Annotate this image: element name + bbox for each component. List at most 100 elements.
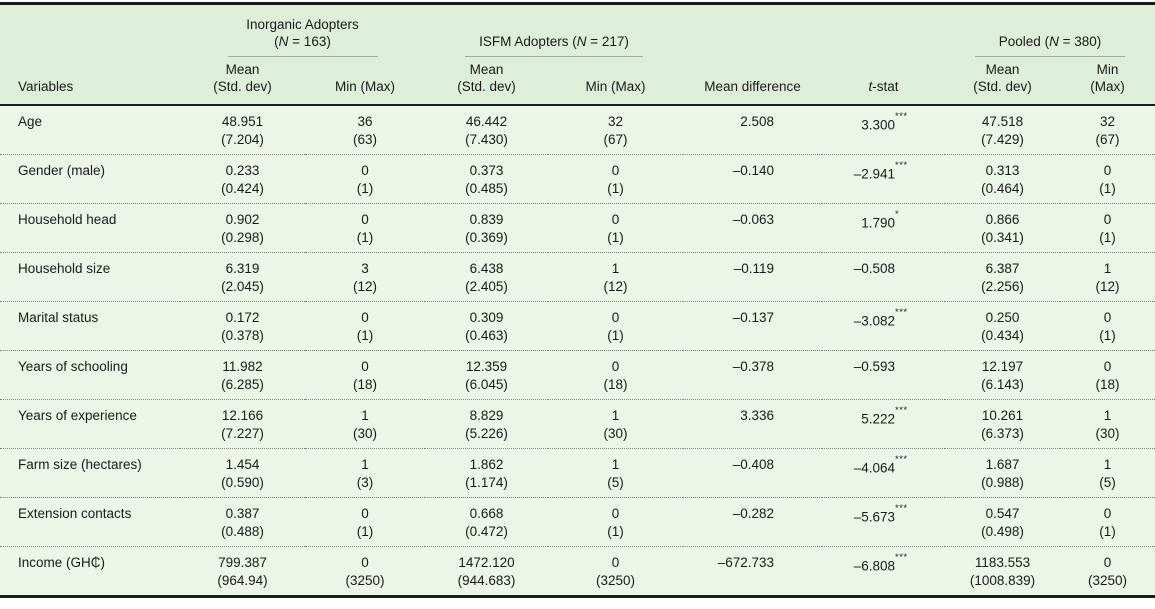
cell-inorganic-min-max: 36 (63) [352,114,377,147]
cell-isfm-min-max: 1 (30) [548,398,684,448]
table-row: Farm size (hectares) 1.454 (0.590) 1 (3)… [0,447,1155,497]
cell-pooled-min-max: 1 (12) [1060,251,1155,301]
table-row: Household head 0.902 (0.298) 0 (1) 0.839… [0,202,1155,252]
cell-t-stat: –5.673*** [822,496,946,546]
table-row: Years of experience 12.166 (7.227) 1 (30… [0,398,1155,448]
cell-inorganic-min-max: 1 (3) [305,447,425,497]
cell-t-stat: 1.790* [822,202,946,252]
cell-variable: Gender (male) [0,153,180,203]
cell-pooled-mean-sd: 10.261 (6.373) [945,398,1061,448]
cell-t-stat: –2.941*** [822,153,946,203]
cell-pooled-min-max: 0 (1) [1060,496,1155,546]
cell-t-stat: 3.300*** [861,111,908,133]
table-row: Gender (male) 0.233 (0.424) 0 (1) 0.373 … [0,153,1155,203]
cell-isfm-mean-sd: 0.309 (0.463) [425,300,548,350]
italic-n: N [576,34,587,49]
cell-variable: Extension contacts [0,496,180,546]
group-header-pooled: Pooled (N = 380) [945,5,1155,57]
cell-mean-difference: –0.119 [683,251,823,301]
cell-isfm-min-max: 0 (1) [548,153,684,203]
summary-statistics-table-wrap: Inorganic Adopters (N = 163) ISFM Adopte… [0,2,1155,598]
cell-variable: Farm size (hectares) [0,447,180,497]
group-header-spacer [822,5,945,57]
cell-mean-difference: –0.063 [683,202,823,252]
cell-pooled-mean-sd: 0.866 (0.341) [945,202,1061,252]
cell-mean-difference: –0.137 [683,300,823,350]
cell-inorganic-min-max: 0 (1) [305,202,425,252]
cell-isfm-mean-sd: 12.359 (6.045) [425,349,548,399]
column-header-isfm-mean: Mean (Std. dev) [425,57,548,106]
cell-inorganic-min-max: 1 (30) [305,398,425,448]
italic-n: N [1049,34,1059,49]
table-row: Income (GH₵) 799.387 (964.94) 0 (3250) 1… [0,545,1155,595]
cell-inorganic-mean-sd: 12.166 (7.227) [180,398,305,448]
cell-pooled-mean-sd: 6.387 (2.256) [945,251,1061,301]
cell-pooled-mean-sd: 0.547 (0.498) [945,496,1061,546]
cell-t-stat: –6.808*** [822,545,946,595]
cell-pooled-mean-sd: 12.197 (6.143) [945,349,1061,399]
cell-t-stat: 5.222*** [822,398,946,448]
cell-isfm-min-max: 32 (67) [603,114,628,147]
cell-inorganic-min-max: 0 (1) [305,300,425,350]
cell-pooled-mean-sd: 0.313 (0.464) [945,153,1061,203]
cell-inorganic-min-max: 0 (18) [305,349,425,399]
cell-inorganic-mean-sd: 1.454 (0.590) [180,447,305,497]
column-header-row: Variables Mean (Std. dev) Min (Max) Mean… [0,57,1155,106]
cell-mean-difference: –0.140 [683,153,823,203]
table-row: Years of schooling 11.982 (6.285) 0 (18)… [0,349,1155,399]
cell-isfm-mean-sd: 1.862 (1.174) [425,447,548,497]
cell-isfm-min-max: 0 (18) [548,349,684,399]
italic-n: N [278,34,289,49]
cell-isfm-mean-sd: 0.668 (0.472) [425,496,548,546]
table-row: Extension contacts 0.387 (0.488) 0 (1) 0… [0,496,1155,546]
group-title-inorganic: Inorganic Adopters (N = 163) [227,16,378,57]
cell-pooled-mean-sd: 1.687 (0.988) [945,447,1061,497]
cell-pooled-min-max: 1 (5) [1060,447,1155,497]
cell-isfm-min-max: 1 (12) [548,251,684,301]
cell-variable: Years of schooling [0,349,180,399]
group-header-inorganic: Inorganic Adopters (N = 163) [180,5,425,57]
cell-isfm-mean-sd: 8.829 (5.226) [425,398,548,448]
column-header-inorganic-mean: Mean (Std. dev) [180,57,305,106]
column-header-mean-difference: Mean difference [683,57,823,106]
table-row: Marital status 0.172 (0.378) 0 (1) 0.309… [0,300,1155,350]
cell-inorganic-min-max: 0 (1) [305,153,425,203]
group-title-pooled: Pooled (N = 380) [975,33,1126,57]
cell-inorganic-mean-sd: 11.982 (6.285) [180,349,305,399]
column-header-pooled-mean: Mean (Std. dev) [945,57,1061,106]
cell-variable: Household size [0,251,180,301]
table-row: Age 48.951 (7.204) 36 (63) 46.442 (7.430… [0,105,1155,154]
column-header-isfm-minmax: Min (Max) [548,57,684,106]
cell-t-stat: –0.593 [822,349,946,399]
group-header-spacer [0,5,180,57]
cell-variable: Age [18,114,43,129]
column-header-t-stat: t-stat [822,57,946,106]
cell-pooled-min-max: 32 (67) [1095,114,1120,147]
cell-inorganic-mean-sd: 48.951 (7.204) [221,114,264,147]
cell-isfm-min-max: 0 (1) [548,496,684,546]
cell-variable: Income (GH₵) [0,545,180,595]
cell-t-stat: –3.082*** [822,300,946,350]
cell-inorganic-min-max: 3 (12) [305,251,425,301]
column-header-inorganic-minmax: Min (Max) [305,57,425,106]
cell-pooled-mean-sd: 1183.553 (1008.839) [945,545,1061,595]
cell-inorganic-min-max: 0 (1) [305,496,425,546]
cell-isfm-min-max: 0 (3250) [548,545,684,595]
cell-isfm-mean-sd: 1472.120 (944.683) [425,545,548,595]
cell-variable: Years of experience [0,398,180,448]
group-header-row: Inorganic Adopters (N = 163) ISFM Adopte… [0,5,1155,57]
cell-isfm-min-max: 0 (1) [548,202,684,252]
cell-mean-difference: –0.282 [683,496,823,546]
cell-t-stat: –0.508 [822,251,946,301]
table-header: Inorganic Adopters (N = 163) ISFM Adopte… [0,5,1155,106]
cell-inorganic-mean-sd: 0.172 (0.378) [180,300,305,350]
summary-statistics-table: Inorganic Adopters (N = 163) ISFM Adopte… [0,5,1155,595]
cell-t-stat: –4.064*** [822,447,946,497]
cell-inorganic-min-max: 0 (3250) [305,545,425,595]
cell-inorganic-mean-sd: 0.233 (0.424) [180,153,305,203]
cell-isfm-mean-sd: 0.373 (0.485) [425,153,548,203]
cell-mean-difference: –672.733 [683,545,823,595]
cell-variable: Household head [0,202,180,252]
cell-mean-difference: 2.508 [740,114,775,129]
cell-inorganic-mean-sd: 0.387 (0.488) [180,496,305,546]
